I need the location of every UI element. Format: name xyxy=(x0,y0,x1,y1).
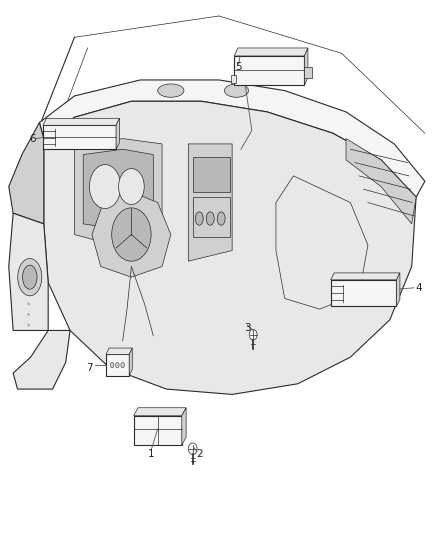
Text: 1: 1 xyxy=(148,449,155,459)
Polygon shape xyxy=(106,348,132,354)
Polygon shape xyxy=(83,149,153,229)
Text: 2: 2 xyxy=(196,449,203,459)
Polygon shape xyxy=(331,280,396,306)
Polygon shape xyxy=(234,56,304,85)
Ellipse shape xyxy=(217,212,225,225)
Polygon shape xyxy=(231,75,236,83)
Polygon shape xyxy=(304,67,312,78)
Polygon shape xyxy=(346,139,416,224)
Ellipse shape xyxy=(18,259,42,296)
Polygon shape xyxy=(304,48,308,85)
Polygon shape xyxy=(188,144,232,261)
Ellipse shape xyxy=(23,265,37,289)
Ellipse shape xyxy=(27,313,30,316)
Polygon shape xyxy=(182,408,186,445)
Polygon shape xyxy=(74,139,162,245)
Polygon shape xyxy=(276,176,368,309)
Ellipse shape xyxy=(27,302,30,305)
Polygon shape xyxy=(396,273,400,306)
Text: 3: 3 xyxy=(244,323,251,333)
Polygon shape xyxy=(13,330,70,389)
Ellipse shape xyxy=(110,362,114,368)
Polygon shape xyxy=(44,101,416,394)
Text: 4: 4 xyxy=(415,283,422,293)
Polygon shape xyxy=(234,48,308,56)
Polygon shape xyxy=(92,192,171,277)
Ellipse shape xyxy=(249,329,257,340)
Ellipse shape xyxy=(206,212,214,225)
Polygon shape xyxy=(9,213,48,330)
Ellipse shape xyxy=(89,165,121,208)
Ellipse shape xyxy=(27,324,30,327)
Ellipse shape xyxy=(225,84,249,98)
Ellipse shape xyxy=(112,208,151,261)
Polygon shape xyxy=(39,80,425,197)
Polygon shape xyxy=(116,118,120,149)
FancyBboxPatch shape xyxy=(193,197,230,237)
Ellipse shape xyxy=(116,362,119,368)
Ellipse shape xyxy=(121,362,124,368)
Text: 5: 5 xyxy=(235,62,242,71)
Ellipse shape xyxy=(195,212,203,225)
Polygon shape xyxy=(43,118,120,125)
Polygon shape xyxy=(9,123,44,224)
Ellipse shape xyxy=(158,84,184,98)
Polygon shape xyxy=(134,408,186,416)
Polygon shape xyxy=(43,125,116,149)
Polygon shape xyxy=(129,348,132,376)
Polygon shape xyxy=(106,354,129,376)
Ellipse shape xyxy=(119,168,144,205)
Ellipse shape xyxy=(188,443,197,455)
FancyBboxPatch shape xyxy=(193,157,230,192)
Polygon shape xyxy=(134,416,182,445)
Text: 7: 7 xyxy=(86,363,93,373)
Text: 6: 6 xyxy=(29,134,36,143)
Polygon shape xyxy=(331,273,400,280)
